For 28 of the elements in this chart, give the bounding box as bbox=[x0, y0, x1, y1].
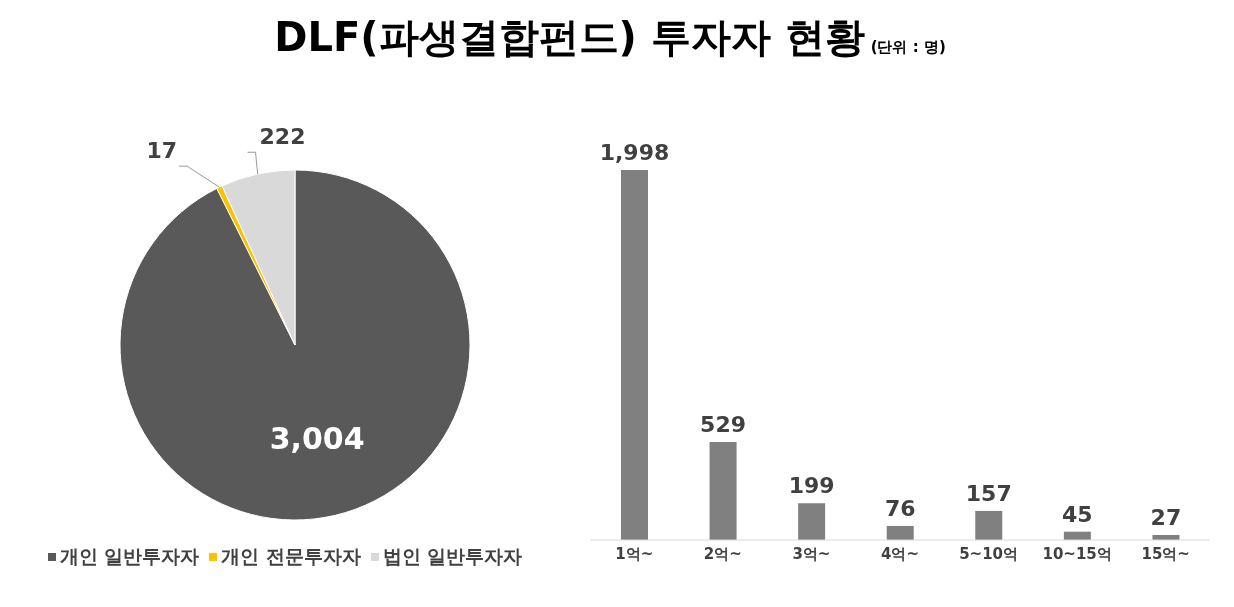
chart-title: DLF(파생결합펀드) 투자자 현황 bbox=[274, 13, 865, 62]
data-label: 222 bbox=[259, 124, 306, 150]
x-tick-label: 5~10억 bbox=[959, 544, 1019, 563]
data-label: 17 bbox=[146, 138, 178, 164]
bar bbox=[798, 503, 826, 540]
x-tick-label: 15억~ bbox=[1141, 544, 1190, 563]
x-tick-label: 3억~ bbox=[792, 544, 831, 563]
data-label: 27 bbox=[1150, 505, 1182, 530]
data-label: 3,004 bbox=[269, 421, 365, 457]
chart-subtitle: (단위 : 명) bbox=[870, 38, 946, 57]
pie-slice bbox=[119, 169, 471, 521]
data-label: 157 bbox=[965, 480, 1012, 506]
bar bbox=[709, 442, 737, 540]
legend-label: 개인 전문투자자 bbox=[220, 544, 361, 569]
bar bbox=[621, 170, 648, 540]
data-label: 76 bbox=[884, 495, 916, 521]
x-tick-label: 1억~ bbox=[615, 544, 654, 563]
data-label: 529 bbox=[700, 412, 747, 438]
x-tick-label: 2억~ bbox=[703, 544, 742, 563]
bar bbox=[975, 510, 1003, 540]
x-tick-label: 10~15억 bbox=[1042, 544, 1112, 563]
data-label: 1,998 bbox=[599, 140, 670, 165]
bar bbox=[886, 525, 914, 540]
data-label: 45 bbox=[1062, 501, 1093, 527]
data-label: 199 bbox=[788, 473, 835, 499]
x-tick-label: 4억~ bbox=[880, 544, 920, 563]
legend-label: 법인 일반투자자 bbox=[381, 544, 523, 569]
legend-label: 개인 일반투자자 bbox=[58, 544, 200, 569]
